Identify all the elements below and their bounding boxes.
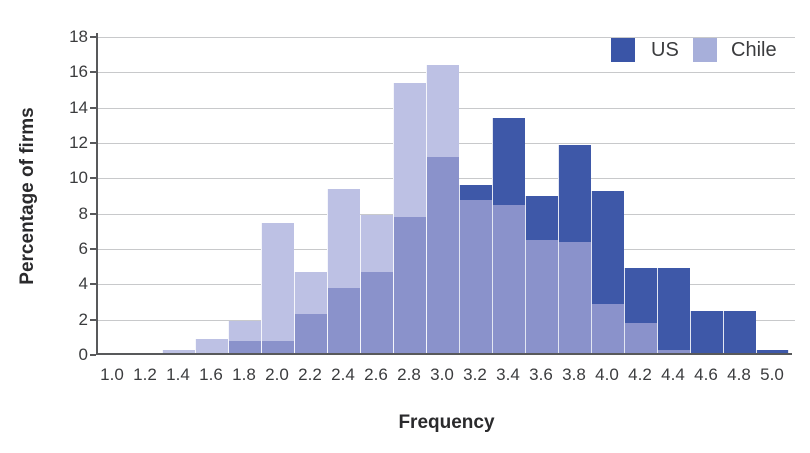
x-axis-line	[96, 353, 792, 355]
histogram-overlap-segment	[558, 241, 591, 355]
y-tick-label-0: 0	[78, 345, 88, 364]
histogram-column-2.0	[260, 222, 294, 355]
y-tick-6	[90, 248, 96, 250]
x-tick-label-3.4: 3.4	[496, 365, 520, 384]
x-tick-label-4.4: 4.4	[661, 365, 685, 384]
y-axis-line	[96, 33, 98, 355]
y-tick-0	[90, 354, 96, 356]
x-tick-label-2.2: 2.2	[298, 365, 322, 384]
legend-label-chile: Chile	[731, 39, 777, 61]
x-tick-label-4.6: 4.6	[694, 365, 718, 384]
histogram-column-3.0	[425, 65, 459, 355]
y-tick-10	[90, 177, 96, 180]
x-tick-label-2.8: 2.8	[397, 365, 421, 384]
x-tick-label-3.8: 3.8	[562, 365, 586, 384]
histogram-column-4.8	[722, 310, 756, 355]
y-tick-12	[90, 142, 96, 144]
histogram-overlap-segment	[261, 340, 294, 355]
histogram-column-4.0	[590, 190, 624, 355]
histogram-overlap-segment	[624, 323, 657, 355]
y-tick-label-14: 14	[69, 97, 88, 117]
x-tick-label-1.4: 1.4	[166, 365, 190, 384]
legend-label-us: US	[651, 39, 679, 61]
x-tick-label-4.2: 4.2	[628, 365, 652, 384]
x-tick-label-2.4: 2.4	[331, 365, 355, 384]
histogram-column-1.4	[161, 349, 195, 355]
histogram-overlap-segment	[393, 217, 426, 355]
histogram-overlap-segment	[591, 303, 624, 355]
x-tick-label-1.0: 1.0	[100, 365, 124, 384]
x-tick-label-3.0: 3.0	[430, 365, 454, 384]
y-tick-14	[90, 106, 96, 109]
histogram-overlap-segment	[492, 204, 525, 355]
y-tick-8	[90, 212, 96, 215]
y-tick-label-6: 6	[78, 239, 88, 258]
histogram-overlap-segment	[294, 314, 327, 355]
legend-swatch-us	[611, 38, 635, 62]
histogram-overlap-segment	[426, 157, 459, 355]
plot-area	[98, 37, 795, 355]
x-tick-label-3.6: 3.6	[529, 365, 553, 384]
y-tick-2	[90, 318, 96, 321]
histogram-column-5.0	[755, 349, 789, 355]
histogram-column-2.8	[392, 82, 426, 355]
histogram-column-2.4	[326, 188, 360, 355]
y-tick-label-2: 2	[78, 309, 88, 329]
histogram-column-4.4	[656, 268, 690, 355]
x-tick-label-1.8: 1.8	[232, 365, 256, 384]
histogram-column-1.6	[194, 339, 228, 355]
y-tick-label-12: 12	[69, 133, 88, 152]
x-tick-label-1.2: 1.2	[133, 365, 157, 384]
histogram-column-3.6	[524, 196, 558, 355]
histogram-column-3.2	[458, 185, 492, 355]
histogram-column-3.4	[491, 118, 525, 355]
x-tick-label-4.8: 4.8	[727, 365, 751, 384]
y-tick-label-16: 16	[69, 62, 88, 82]
histogram-column-2.6	[359, 215, 393, 355]
histogram-column-1.8	[227, 321, 261, 355]
legend-swatch-chile	[693, 38, 717, 62]
histogram-overlap-segment	[228, 340, 261, 355]
y-tick-label-4: 4	[78, 274, 88, 294]
x-tick-label-3.2: 3.2	[463, 365, 487, 384]
histogram-column-3.8	[557, 144, 591, 355]
x-axis-title: Frequency	[398, 412, 495, 433]
y-tick-4	[90, 283, 96, 286]
histogram-column-2.2	[293, 271, 327, 355]
histogram-column-4.2	[623, 268, 657, 355]
histogram-overlap-segment	[459, 199, 492, 355]
x-tick-label-2.0: 2.0	[265, 365, 289, 384]
histogram-overlap-segment	[360, 271, 393, 355]
x-tick-label-4.0: 4.0	[595, 365, 619, 384]
x-tick-label-5.0: 5.0	[760, 365, 784, 384]
histogram-column-4.6	[689, 310, 723, 355]
y-tick-label-8: 8	[78, 203, 88, 223]
histogram-overlap-segment	[657, 349, 690, 355]
gridline-y-18	[98, 37, 795, 38]
y-tick-18	[90, 36, 96, 38]
y-tick-16	[90, 71, 96, 74]
histogram-overlap-segment	[525, 240, 558, 355]
x-tick-label-1.6: 1.6	[199, 365, 223, 384]
y-tick-label-18: 18	[69, 27, 88, 46]
x-tick-label-2.6: 2.6	[364, 365, 388, 384]
y-tick-label-10: 10	[69, 168, 88, 188]
histogram-overlap-segment	[327, 287, 360, 355]
